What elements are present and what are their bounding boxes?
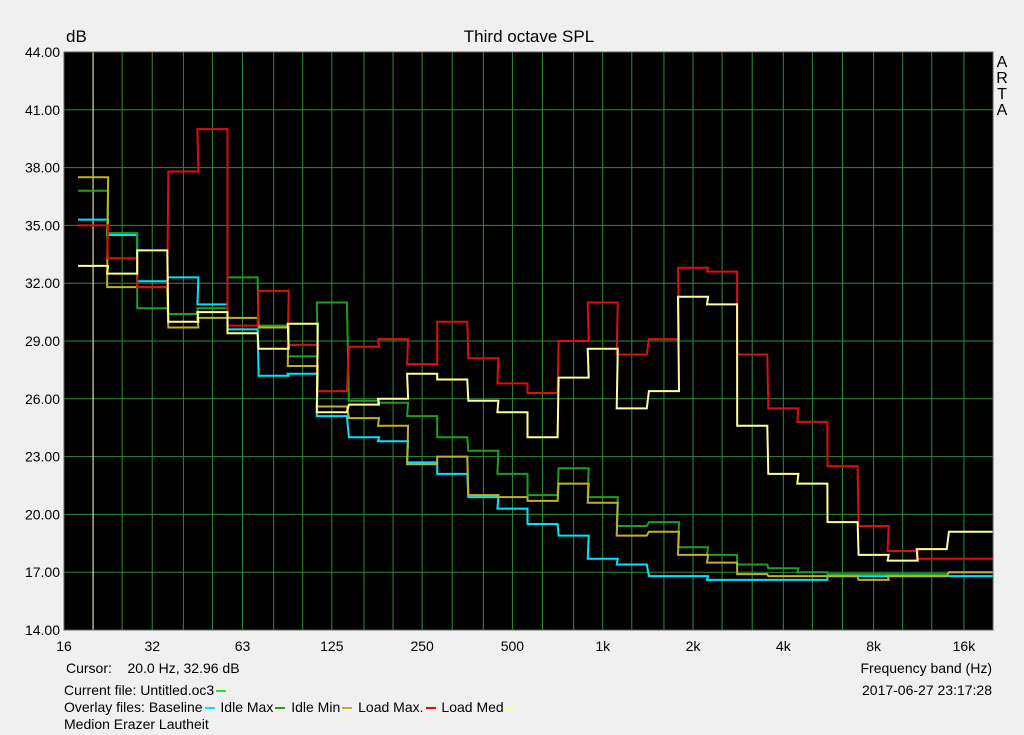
- y-tick-label: 23.00: [25, 449, 60, 465]
- series-line: [78, 128, 993, 560]
- legend-item: Idle Max: [217, 699, 288, 715]
- x-tick-label: 16: [56, 638, 72, 654]
- legend-swatch: [204, 707, 215, 710]
- overlay-files-label: Overlay files:: [64, 699, 145, 715]
- y-tick-label: 35.00: [25, 217, 60, 233]
- x-tick-label: 250: [410, 638, 434, 654]
- x-tick-label: 1k: [595, 638, 611, 654]
- y-tick-label: 38.00: [25, 160, 60, 176]
- description: Medion Erazer Lautheit: [64, 716, 209, 732]
- chart-title: Third octave SPL: [464, 27, 594, 46]
- x-tick-label: 2k: [686, 638, 702, 654]
- y-axis-unit: dB: [66, 27, 87, 46]
- legend-item: Load Med: [438, 699, 518, 715]
- frequency-band-label: Frequency band (Hz): [860, 660, 992, 676]
- legend-swatch: [275, 707, 286, 710]
- series-line: [78, 249, 993, 562]
- legend-label: Load Max.: [354, 699, 424, 715]
- legend-item: Load Max.: [354, 699, 437, 715]
- legend-label: Idle Min: [287, 699, 341, 715]
- legend-label: Baseline: [148, 699, 203, 715]
- cursor-readout: Cursor: 20.0 Hz, 32.96 dB: [66, 660, 240, 676]
- plot-frame: [63, 51, 994, 631]
- series-line: [78, 189, 993, 576]
- legend-swatch: [342, 707, 353, 710]
- spl-chart[interactable]: 14.00 17.00 20.00 23.00 26.00 29.00 32.00 35.00…: [0, 0, 1024, 660]
- y-tick-label: 29.00: [25, 333, 60, 349]
- current-file-line: Current file: Untitled.oc3: [64, 682, 228, 698]
- y-tick-label: 17.00: [25, 564, 60, 580]
- y-tick-label: 41.00: [25, 102, 60, 118]
- y-tick-label: 20.00: [25, 506, 60, 522]
- cursor-label: Cursor:: [66, 660, 112, 676]
- brand-letter: A: [997, 54, 1008, 71]
- x-tick-label: 16k: [953, 638, 977, 654]
- x-tick-label: 125: [320, 638, 344, 654]
- legend-swatch: [505, 707, 516, 710]
- y-tick-label: 14.00: [25, 622, 60, 638]
- legend-label: Load Med: [437, 699, 504, 715]
- y-tick-label: 44.00: [25, 44, 60, 60]
- brand-letter: T: [997, 86, 1007, 103]
- x-tick-label: 4k: [776, 638, 792, 654]
- legend-swatch: [425, 707, 436, 710]
- x-tick-label: 8k: [866, 638, 882, 654]
- legend-item: Idle Min: [287, 699, 354, 715]
- x-tick-label: 32: [144, 638, 160, 654]
- y-tick-label: 32.00: [25, 275, 60, 291]
- current-file-name: Untitled.oc3: [140, 682, 215, 698]
- datetime: 2017-06-27 23:17:28: [862, 682, 992, 698]
- x-tick-label: 63: [235, 638, 251, 654]
- brand-letter: A: [997, 102, 1008, 119]
- x-tick-label: 500: [501, 638, 525, 654]
- brand-letter: R: [996, 70, 1008, 87]
- y-tick-label: 26.00: [25, 391, 60, 407]
- current-file-label: Current file:: [64, 682, 137, 698]
- current-file-swatch: [216, 690, 227, 693]
- legend-label: Idle Max: [216, 699, 274, 715]
- legend-item: Baseline: [149, 699, 217, 715]
- overlay-files-line: Overlay files: Baseline Idle Max Idle Mi…: [64, 699, 518, 715]
- cursor-value: 20.0 Hz, 32.96 dB: [127, 660, 240, 676]
